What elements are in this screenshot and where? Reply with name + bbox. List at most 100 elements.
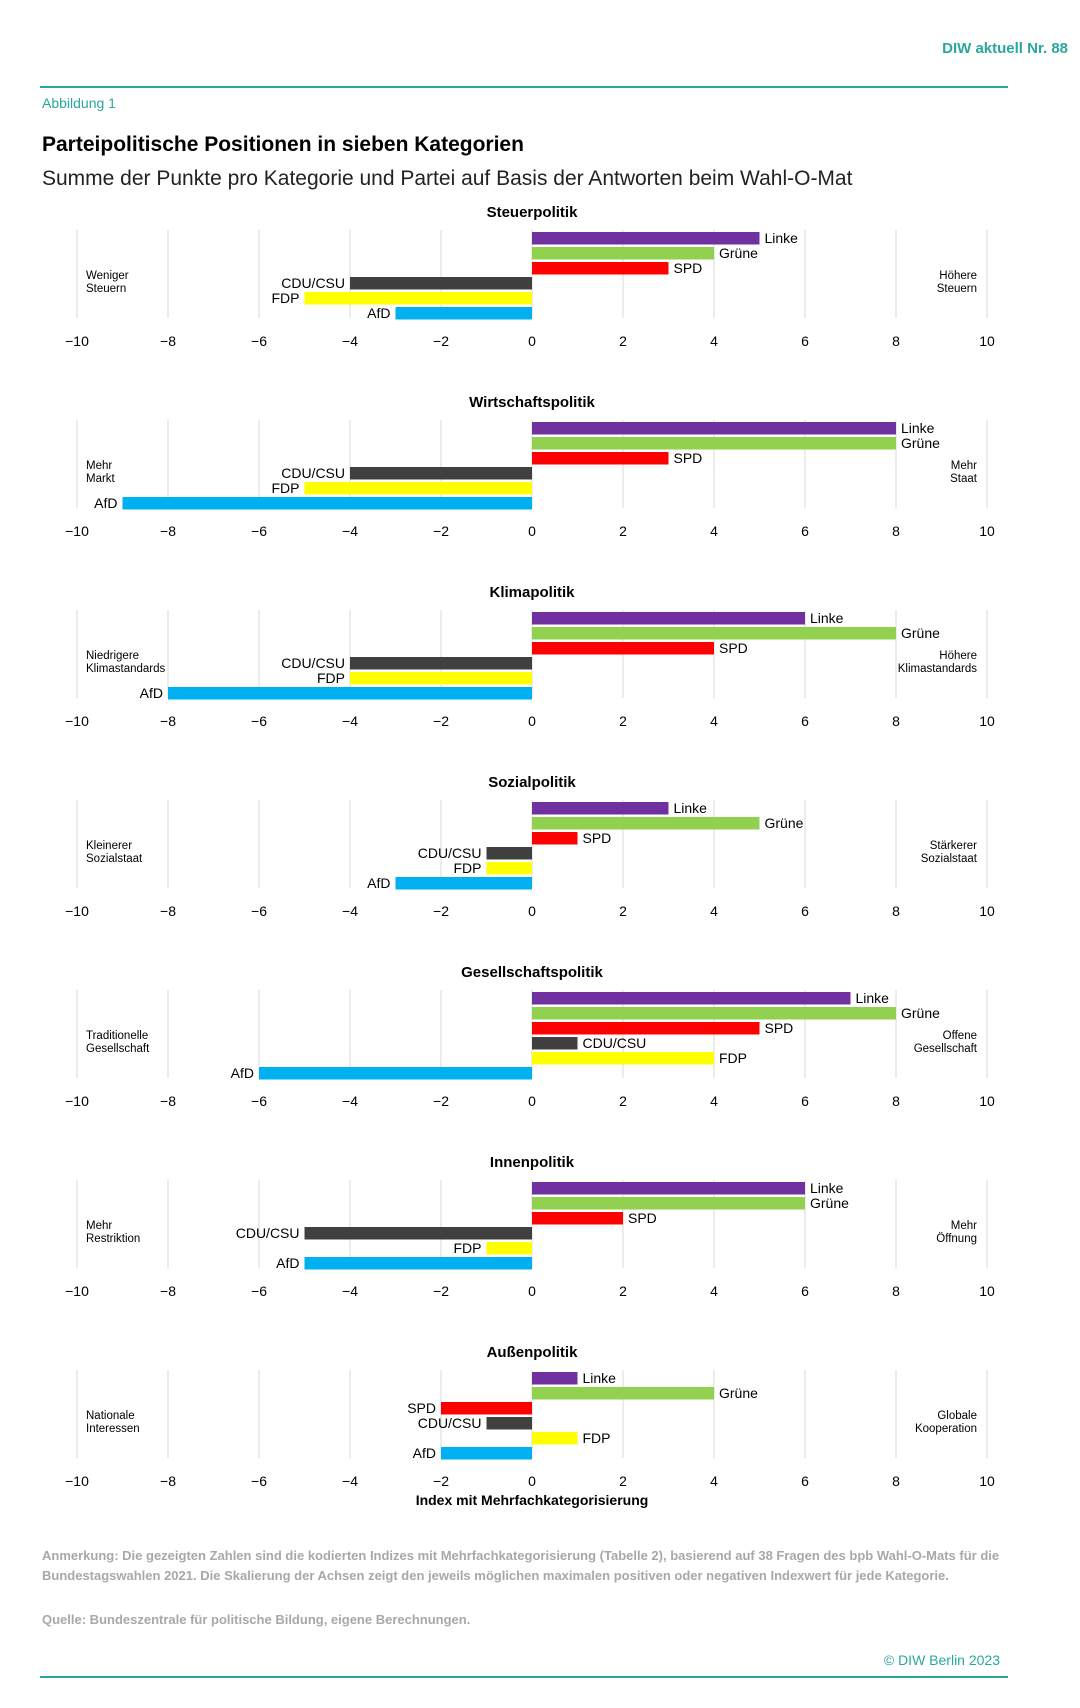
bar-fdp [532,1052,714,1065]
bar-label-cdu-csu: CDU/CSU [281,275,345,291]
tick-label: −6 [251,1283,267,1299]
tick-label: 4 [710,903,718,919]
bar-label-linke: Linke [856,990,890,1006]
tick-label: −10 [65,523,89,539]
bar-spd [532,452,669,465]
left-pole-label: Nationale [86,1410,135,1422]
bar-label-spd: SPD [719,640,748,656]
tick-label: −8 [160,903,176,919]
tick-label: 0 [528,523,536,539]
left-pole-label: Mehr [86,1220,112,1232]
tick-label: 4 [710,1283,718,1299]
tick-label: −2 [433,1473,449,1489]
right-pole-label: Stärkerer [930,840,977,852]
right-pole-label: Höhere [939,270,977,282]
chart-title: Wirtschaftspolitik [469,394,595,411]
x-axis-label: Index mit Mehrfachkategorisierung [416,1492,649,1508]
tick-label: −8 [160,713,176,729]
bar-label-cdu-csu: CDU/CSU [281,465,345,481]
bar-label-linke: Linke [583,1370,617,1386]
tick-label: −10 [65,1283,89,1299]
bar-fdp [304,482,532,495]
bar-label-gruene: Grüne [810,1195,849,1211]
chart-sozialpolitik: Sozialpolitik −10 −8 −6 −4 −2 0 2 4 6 8 10 Kleinerer… [65,774,995,919]
copyright: © DIW Berlin 2023 [883,1652,1000,1668]
bar-label-gruene: Grüne [901,625,940,641]
bar-afd [122,497,532,510]
tick-label: −2 [433,903,449,919]
tick-label: −8 [160,1473,176,1489]
bar-afd [304,1257,532,1270]
chart-title: Steuerpolitik [487,204,579,221]
chart-note: Anmerkung: Die gezeigten Zahlen sind die… [42,1548,1000,1583]
bar-cdu-csu [350,277,532,290]
tick-label: 0 [528,1473,536,1489]
footer-rule-top [40,1676,1008,1678]
chart-wirtschaftspolitik: Wirtschaftspolitik −10 −8 −6 −4 −2 0 2 4 6 8 10 Mehr… [65,394,995,539]
bar-label-afd: AfD [367,305,390,321]
bar-gruene [532,627,896,640]
bar-label-cdu-csu: CDU/CSU [281,655,345,671]
bar-label-fdp: FDP [317,670,345,686]
tick-label: 10 [979,333,995,349]
bar-label-fdp: FDP [272,480,300,496]
tick-label: −8 [160,1093,176,1109]
tick-label: −6 [251,1093,267,1109]
tick-label: −2 [433,713,449,729]
bar-linke [532,1182,805,1195]
bar-label-gruene: Grüne [719,1385,758,1401]
bar-label-cdu-csu: CDU/CSU [583,1035,647,1051]
left-pole-label: Gesellschaft [86,1043,150,1055]
tick-label: 4 [710,713,718,729]
tick-label: 6 [801,903,809,919]
bar-linke [532,612,805,625]
tick-label: −8 [160,1283,176,1299]
tick-label: 2 [619,1473,627,1489]
bar-fdp [304,292,532,305]
bar-label-linke: Linke [810,610,844,626]
bar-label-cdu-csu: CDU/CSU [236,1225,300,1241]
tick-label: 10 [979,1283,995,1299]
right-pole-label: Klimastandards [898,663,978,675]
bar-linke [532,992,851,1005]
tick-label: −8 [160,333,176,349]
tick-label: 2 [619,523,627,539]
tick-label: 0 [528,903,536,919]
bar-label-fdp: FDP [272,290,300,306]
tick-label: 10 [979,713,995,729]
bar-afd [441,1447,532,1460]
tick-label: −2 [433,1093,449,1109]
bar-label-afd: AfD [413,1445,436,1461]
tick-label: 6 [801,1473,809,1489]
bar-fdp [532,1432,578,1445]
left-pole-label: Weniger [86,270,129,282]
chart-gesellschaftspolitik: Gesellschaftspolitik −10 −8 −6 −4 −2 0 2 4 6 8 10 Tr… [65,964,995,1109]
tick-label: 2 [619,1283,627,1299]
chart-source: Quelle: Bundeszentrale für politische Bi… [42,1612,471,1627]
bar-spd [532,1022,760,1035]
tick-label: −10 [65,1093,89,1109]
bar-linke [532,422,896,435]
bar-label-spd: SPD [765,1020,794,1036]
tick-label: 0 [528,333,536,349]
bar-afd [259,1067,532,1080]
bar-gruene [532,1197,805,1210]
tick-label: −6 [251,1473,267,1489]
tick-label: −4 [342,1283,358,1299]
left-pole-label: Steuern [86,283,126,295]
right-pole-label: Offene [943,1030,977,1042]
tick-label: 0 [528,1093,536,1109]
bar-label-linke: Linke [674,800,708,816]
bar-label-linke: Linke [765,230,799,246]
bar-label-spd: SPD [583,830,612,846]
bar-label-afd: AfD [276,1255,299,1271]
tick-label: 8 [892,1093,900,1109]
tick-label: −2 [433,1283,449,1299]
tick-label: −6 [251,903,267,919]
chart-title: Gesellschaftspolitik [461,964,603,981]
right-pole-label: Öffnung [936,1233,977,1245]
tick-label: 10 [979,903,995,919]
chart-steuerpolitik: Steuerpolitik−10 −8 −6 −4 −2 0 2 4 6 8 10WenigerSt… [65,204,995,349]
bar-spd [532,1212,623,1225]
